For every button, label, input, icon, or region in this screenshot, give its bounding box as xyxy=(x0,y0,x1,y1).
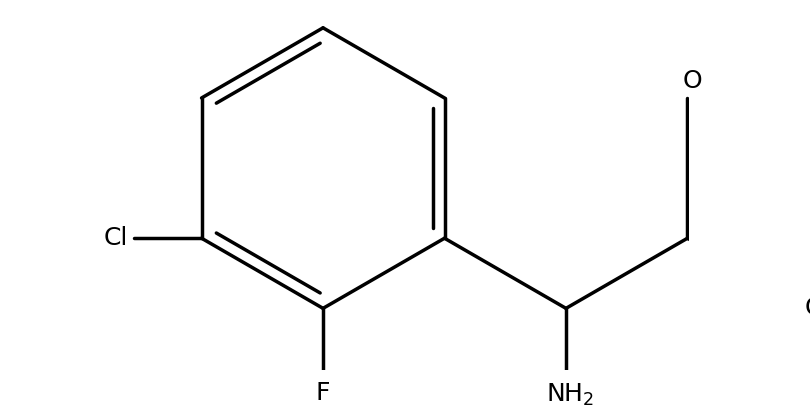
Text: Cl: Cl xyxy=(104,226,129,250)
Text: O: O xyxy=(804,297,810,320)
Text: F: F xyxy=(316,381,330,405)
Text: O: O xyxy=(683,69,702,93)
Text: NH$_2$: NH$_2$ xyxy=(546,381,595,408)
